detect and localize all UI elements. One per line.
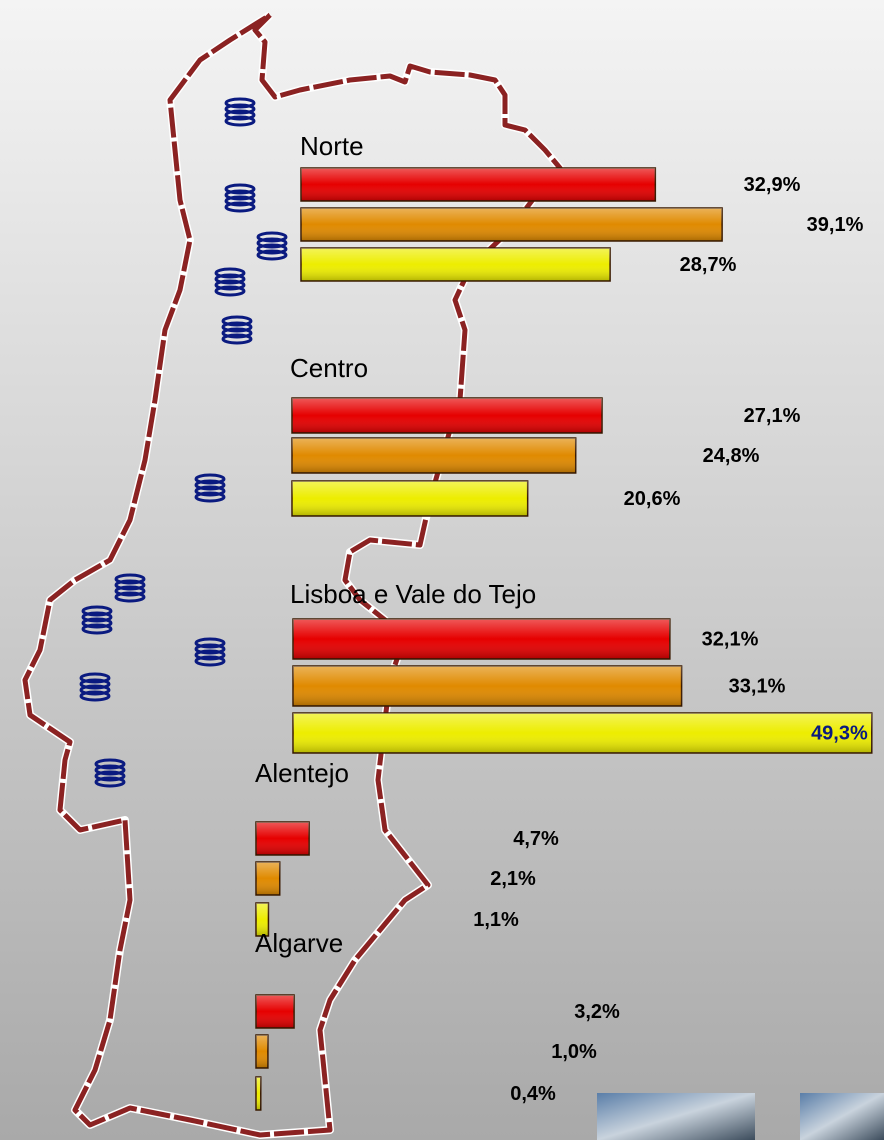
- bar-shine: [292, 438, 576, 473]
- bar-shine: [301, 208, 722, 241]
- bar-shine: [256, 862, 280, 895]
- region-title: Norte: [300, 131, 364, 161]
- value-label: 32,1%: [702, 628, 759, 650]
- value-label: 49,3%: [811, 722, 868, 744]
- region-title: Lisboa e Vale do Tejo: [290, 579, 536, 609]
- value-label: 1,0%: [551, 1041, 597, 1063]
- bar-shine: [301, 248, 610, 281]
- value-label: 27,1%: [744, 405, 801, 427]
- bar-shine: [301, 168, 655, 201]
- bar-shine: [256, 822, 309, 855]
- region-title: Centro: [290, 353, 368, 383]
- value-label: 20,6%: [624, 488, 681, 510]
- value-label: 24,8%: [703, 445, 760, 467]
- bar-shine: [256, 1077, 261, 1110]
- value-label: 32,9%: [744, 174, 801, 196]
- value-label: 39,1%: [807, 214, 864, 236]
- bar-shine: [256, 995, 294, 1028]
- value-label: 28,7%: [680, 254, 737, 276]
- bar-shine: [292, 481, 528, 516]
- bar-shine: [293, 666, 682, 706]
- value-label: 4,7%: [513, 828, 559, 850]
- value-label: 33,1%: [729, 675, 786, 697]
- bar-shine: [293, 713, 872, 753]
- bar-shine: [292, 398, 602, 433]
- page: {"chart_data": [ {"type": "bar", "title"…: [0, 0, 884, 1140]
- gear-image: [597, 1093, 755, 1140]
- slide: Norte 32,9% 39,1% 28,7% Centro 27,1% 24,8% 20,6…: [0, 0, 884, 1140]
- region-title: Algarve: [255, 928, 343, 958]
- value-label: 1,1%: [473, 909, 519, 931]
- region-title: Alentejo: [255, 758, 349, 788]
- gear-image: [800, 1093, 884, 1140]
- bar-shine: [293, 619, 670, 659]
- value-label: 2,1%: [490, 868, 536, 890]
- bar-shine: [256, 1035, 268, 1068]
- value-label: 3,2%: [574, 1001, 620, 1023]
- value-label: 0,4%: [510, 1083, 556, 1105]
